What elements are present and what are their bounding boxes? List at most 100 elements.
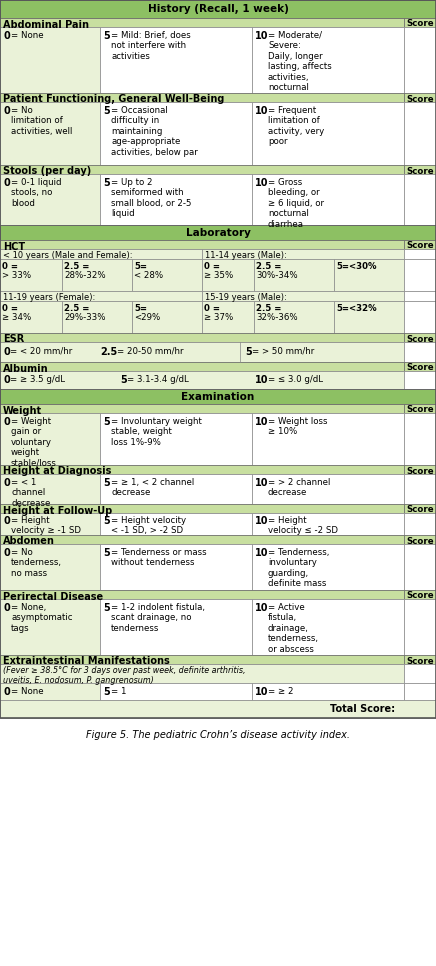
Text: 5: 5 — [103, 687, 110, 697]
Bar — [0, 291, 202, 301]
Bar — [0, 389, 436, 404]
Bar — [0, 413, 100, 465]
Text: = None,
asymptomatic
tags: = None, asymptomatic tags — [11, 603, 72, 633]
Bar — [404, 174, 436, 225]
Text: Stools (per day): Stools (per day) — [3, 166, 91, 177]
Text: 5: 5 — [103, 478, 110, 488]
Bar — [252, 413, 404, 465]
Text: 5: 5 — [103, 417, 110, 427]
Text: Extraintestinal Manifestations: Extraintestinal Manifestations — [3, 657, 170, 667]
Bar — [252, 683, 404, 700]
Text: = ≥ 3.5 g/dL: = ≥ 3.5 g/dL — [10, 375, 65, 384]
Bar — [0, 590, 404, 599]
Text: ESR: ESR — [3, 334, 24, 345]
Text: 0: 0 — [3, 31, 10, 41]
Bar — [0, 504, 404, 513]
Bar — [0, 301, 62, 333]
Text: = Frequent
limitation of
activity, very
poor: = Frequent limitation of activity, very … — [268, 106, 324, 146]
Text: = None: = None — [11, 687, 44, 696]
Text: = Occasional
difficulty in
maintaining
age-appropriate
activities, below par: = Occasional difficulty in maintaining a… — [111, 106, 198, 156]
Text: 29%-33%: 29%-33% — [64, 313, 106, 322]
Bar — [252, 544, 404, 590]
Text: 30%-34%: 30%-34% — [256, 271, 298, 280]
Bar — [254, 259, 334, 291]
Bar — [404, 413, 436, 465]
Text: 10: 10 — [255, 31, 269, 41]
Text: = 20-50 mm/hr: = 20-50 mm/hr — [117, 347, 184, 356]
Text: 0: 0 — [3, 178, 10, 188]
Text: 2.5 =: 2.5 = — [64, 262, 89, 271]
Text: 0: 0 — [3, 106, 10, 116]
Text: Score: Score — [406, 467, 434, 475]
Bar — [100, 683, 252, 700]
Text: Score: Score — [406, 19, 434, 29]
Bar — [252, 102, 404, 165]
Bar — [100, 174, 252, 225]
Text: 10: 10 — [255, 417, 269, 427]
Bar — [0, 27, 100, 93]
Bar — [0, 664, 404, 683]
Bar — [252, 474, 404, 504]
Bar — [0, 683, 100, 700]
Bar — [252, 174, 404, 225]
Bar — [62, 259, 132, 291]
Text: 0: 0 — [3, 548, 10, 558]
Text: Score: Score — [406, 591, 434, 601]
Text: = > 2 channel
decrease: = > 2 channel decrease — [268, 478, 330, 497]
Text: = ≥ 2: = ≥ 2 — [268, 687, 293, 696]
Text: = Involuntary weight
stable, weight
loss 1%-9%: = Involuntary weight stable, weight loss… — [111, 417, 202, 447]
Text: Height at Diagnosis: Height at Diagnosis — [3, 467, 111, 476]
Bar — [0, 0, 436, 18]
Bar — [0, 333, 404, 342]
Bar — [0, 465, 404, 474]
Text: 0 =: 0 = — [204, 304, 220, 313]
Text: 10: 10 — [255, 178, 269, 188]
Text: 2.5 =: 2.5 = — [256, 262, 281, 271]
Bar — [0, 165, 404, 174]
Bar — [404, 513, 436, 535]
Bar — [334, 259, 404, 291]
Bar — [404, 664, 436, 683]
Bar — [0, 93, 404, 102]
Bar — [404, 655, 436, 664]
Bar — [334, 301, 404, 333]
Text: 5: 5 — [103, 178, 110, 188]
Text: = Moderate/
Severe:
Daily, longer
lasting, affects
activities,
nocturnal: = Moderate/ Severe: Daily, longer lastin… — [268, 31, 332, 92]
Bar — [404, 362, 436, 371]
Bar — [404, 291, 436, 301]
Text: 0: 0 — [3, 347, 10, 357]
Bar — [100, 27, 252, 93]
Text: Score: Score — [406, 657, 434, 666]
Bar — [0, 240, 404, 249]
Text: (Fever ≥ 38.5°C for 3 days over past week, definite arthritis,
uveitis, E. nodos: (Fever ≥ 38.5°C for 3 days over past wee… — [3, 666, 245, 686]
Text: 5=<30%: 5=<30% — [336, 262, 377, 271]
Text: 5=<32%: 5=<32% — [336, 304, 377, 313]
Bar — [132, 301, 202, 333]
Bar — [0, 102, 100, 165]
Text: Abdomen: Abdomen — [3, 536, 55, 547]
Bar — [252, 599, 404, 655]
Bar — [132, 259, 202, 291]
Text: 5=: 5= — [134, 304, 147, 313]
Text: 10: 10 — [255, 516, 269, 526]
Text: 0: 0 — [3, 417, 10, 427]
Bar — [404, 590, 436, 599]
Text: = > 50 mm/hr: = > 50 mm/hr — [252, 347, 314, 356]
Bar — [404, 240, 436, 249]
Text: 0: 0 — [3, 603, 10, 613]
Bar — [252, 513, 404, 535]
Bar — [404, 371, 436, 389]
Text: 2.5 =: 2.5 = — [256, 304, 281, 313]
Text: = Weight
gain or
voluntary
weight
stable/loss: = Weight gain or voluntary weight stable… — [11, 417, 57, 468]
Bar — [100, 102, 252, 165]
Text: 5: 5 — [103, 106, 110, 116]
Text: > 33%: > 33% — [2, 271, 31, 280]
Text: 0 =: 0 = — [204, 262, 220, 271]
Text: = < 20 mm/hr: = < 20 mm/hr — [10, 347, 72, 356]
Text: = Height
velocity ≥ -1 SD: = Height velocity ≥ -1 SD — [11, 516, 81, 535]
Text: 0: 0 — [3, 375, 10, 385]
Bar — [404, 504, 436, 513]
Bar — [404, 683, 436, 700]
Text: < 10 years (Male and Female):: < 10 years (Male and Female): — [3, 250, 133, 260]
Text: = ≥ 1, < 2 channel
decrease: = ≥ 1, < 2 channel decrease — [111, 478, 194, 497]
